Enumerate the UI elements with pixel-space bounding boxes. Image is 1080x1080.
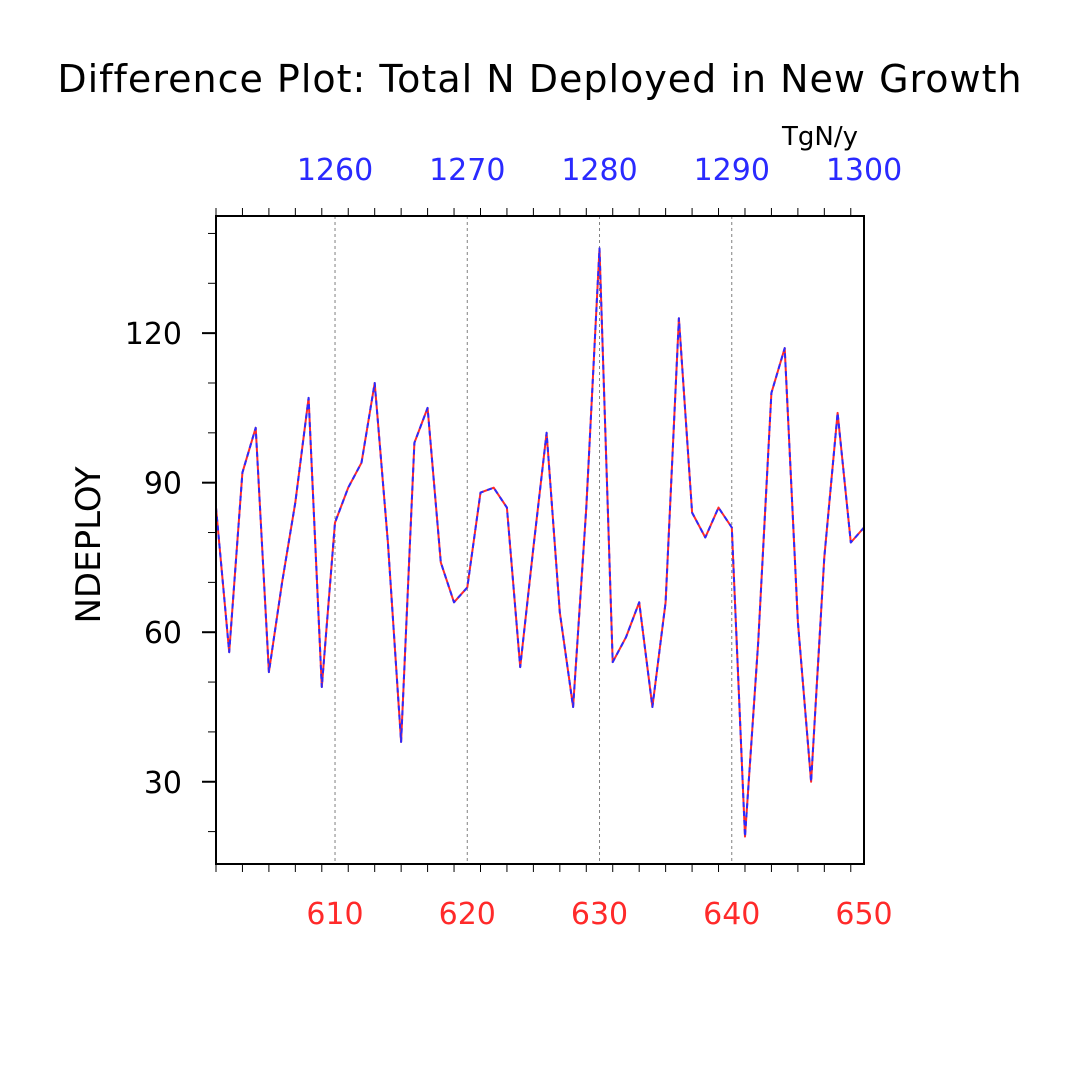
y-tick-label: 30 <box>144 766 182 801</box>
x-bottom-tick-label: 640 <box>703 897 760 932</box>
axes: 610 620 630 640 650 1260 1270 1280 1290 1300 30 60 9… <box>125 153 902 932</box>
x-bottom-tick-label: 620 <box>439 897 496 932</box>
y-tick-label: 90 <box>144 467 182 502</box>
y-tick-label: 60 <box>144 616 182 651</box>
x-bottom-tick-label: 630 <box>571 897 628 932</box>
x-top-tick-label: 1290 <box>694 153 770 188</box>
x-bottom-tick-label: 650 <box>835 897 892 932</box>
x-bottom-tick-label: 610 <box>306 897 363 932</box>
plot-frame <box>215 215 865 865</box>
x-top-tick-label: 1260 <box>297 153 373 188</box>
x-top-tick-label: 1300 <box>826 153 902 188</box>
y-tick-label: 120 <box>125 317 182 352</box>
y-axis-label: NDEPLOY <box>69 466 109 623</box>
chart-title: Difference Plot: Total N Deployed in New… <box>57 57 1022 101</box>
series-line-blue <box>215 247 865 838</box>
x-top-tick-label: 1270 <box>429 153 505 188</box>
x-top-tick-label: 1280 <box>561 153 637 188</box>
series-lines <box>215 247 865 838</box>
units-label: TgN/y <box>781 122 858 152</box>
